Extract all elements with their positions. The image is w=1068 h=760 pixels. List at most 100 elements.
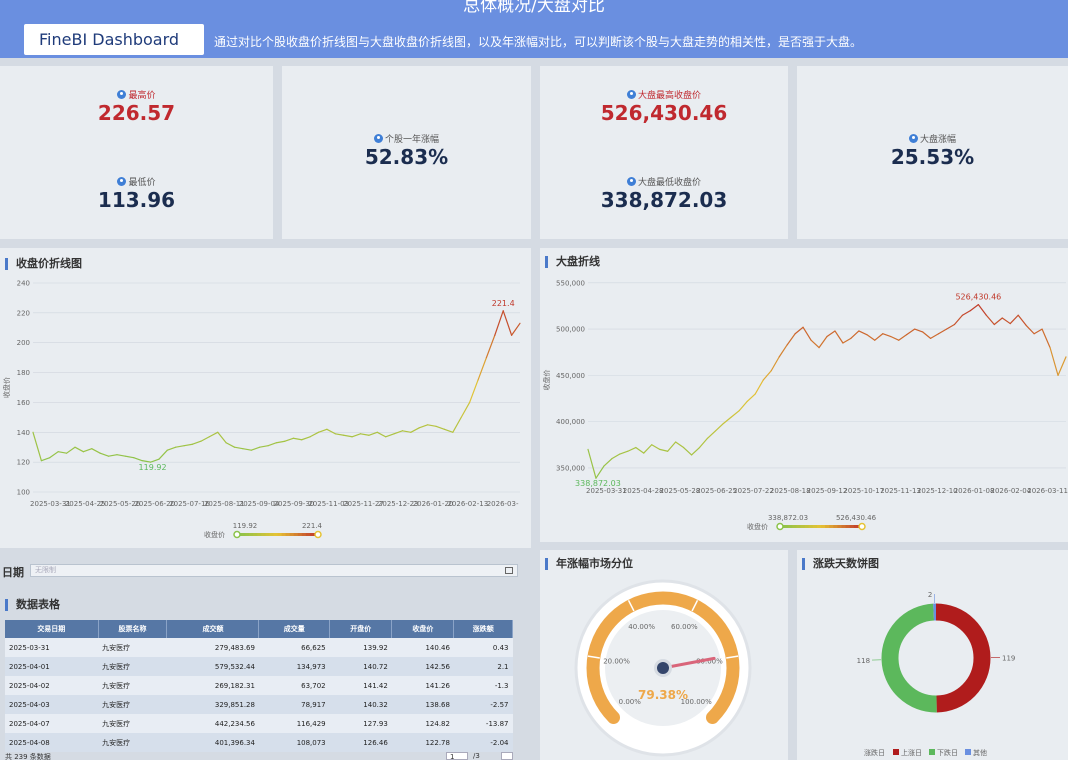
series-line-segment: [267, 442, 278, 447]
table-row[interactable]: 2025-04-01 九安医疗 579,532.44 134,973 140.7…: [5, 657, 513, 676]
legend-gradient-step: [796, 525, 801, 528]
series-line-segment: [1033, 328, 1043, 335]
series-line-segment: [217, 431, 227, 444]
series-line-segment: [667, 441, 677, 452]
table-row[interactable]: 2025-04-02 九安医疗 269,182.31 63,702 141.42…: [5, 676, 513, 695]
series-line-segment: [898, 334, 908, 341]
table-cell: 2.1: [453, 657, 513, 676]
legend-gradient-step: [812, 525, 818, 528]
index-line-chart: 550,000 500,000 450,000 400,000 350,000 2025-…: [542, 279, 1068, 531]
series-line-segment: [842, 337, 852, 344]
table-cell: 2025-04-02: [5, 676, 99, 695]
series-line-segment: [953, 314, 964, 326]
series-line-segment: [141, 460, 152, 463]
column-header[interactable]: 收盘价: [391, 620, 455, 638]
table-cell: 134,973: [258, 657, 330, 676]
donut-title: 涨跌天数饼图: [802, 558, 879, 570]
user-icon: [373, 134, 383, 143]
table-cell: 63,702: [258, 676, 330, 695]
table-cell: 九安医疗: [98, 733, 167, 752]
series-line-segment: [183, 443, 194, 447]
legend-handle-max: [858, 522, 866, 531]
calendar-icon[interactable]: [505, 567, 513, 574]
series-line-segment: [937, 328, 948, 335]
table-cell: 141.26: [391, 676, 454, 695]
min-annotation: 338,872.03: [575, 479, 621, 488]
page-dropdown-button[interactable]: [501, 752, 513, 760]
legend-min-label: 119.92: [233, 522, 258, 530]
column-header[interactable]: 成交额: [166, 620, 260, 638]
series-line-segment: [309, 431, 320, 438]
column-header[interactable]: 涨跌额: [453, 620, 513, 638]
donut-slice: [935, 603, 991, 713]
legend-handle-max: [314, 530, 322, 539]
table-cell: -1.3: [453, 676, 513, 695]
series-line-segment: [91, 448, 101, 454]
series-line-segment: [611, 453, 621, 460]
y-tick-label: 220: [17, 309, 30, 317]
donut-legend-title: 涨跌日: [864, 748, 885, 757]
table-header-row: 交易日期 股票名称 成交额 成交量 开盘价 收盘价 涨跌额: [5, 620, 513, 638]
table-row[interactable]: 2025-03-31 九安医疗 279,483.69 66,625 139.92…: [5, 638, 513, 657]
table-row[interactable]: 2025-04-03 九安医疗 329,851.28 78,917 140.32…: [5, 695, 513, 714]
legend-max-label: 526,430.46: [836, 514, 877, 522]
series-line-segment: [603, 458, 613, 467]
page-input[interactable]: 1: [446, 752, 468, 760]
series-line-segment: [233, 446, 244, 450]
x-tick-label: 2025-07-16: [169, 500, 210, 508]
table-row[interactable]: 2025-04-07 九安医疗 442,234.56 116,429 127.9…: [5, 714, 513, 733]
series-line-segment: [275, 440, 286, 444]
series-line-segment: [762, 370, 772, 381]
brand-label[interactable]: FineBI Dashboard: [24, 24, 204, 55]
series-line-segment: [810, 339, 820, 349]
table-cell: 139.92: [329, 638, 392, 657]
column-header[interactable]: 成交量: [258, 620, 331, 638]
legend-gradient-step: [849, 525, 855, 528]
series-line-segment: [659, 448, 669, 452]
table-cell: 126.46: [329, 733, 392, 752]
x-tick-label: 2025-09-04: [239, 500, 280, 508]
y-tick-label: 450,000: [556, 372, 585, 380]
series-line-segment: [359, 433, 370, 436]
series-line-segment: [116, 454, 126, 457]
table-cell: 142.56: [391, 657, 454, 676]
series-line-segment: [259, 445, 269, 448]
series-line-segment: [452, 416, 462, 433]
series-line-segment: [738, 400, 748, 412]
series-line-segment: [32, 431, 42, 462]
column-header[interactable]: 交易日期: [5, 620, 99, 638]
series-line-segment: [376, 431, 387, 438]
close-price-line-chart: 2402202001801601401201002025-03-312025-0…: [2, 280, 521, 539]
series-line-segment: [1001, 317, 1011, 325]
y-tick-label: 500,000: [556, 326, 585, 334]
column-header[interactable]: 股票名称: [98, 620, 168, 638]
series-line-segment: [485, 334, 496, 359]
series-line-segment: [961, 310, 971, 316]
legend-handle-min: [233, 530, 241, 539]
legend-gradient-step: [821, 525, 826, 528]
min-annotation: 119.92: [139, 463, 167, 472]
series-line-segment: [906, 328, 916, 336]
kpi-card-price-range: 最高价 226.57 最低价 113.96: [0, 66, 273, 239]
index-change-label: 大盘涨幅: [797, 132, 1068, 145]
y-tick-label: 140: [17, 429, 30, 437]
table-row[interactable]: 2025-04-08 九安医疗 401,396.34 108,073 126.4…: [5, 733, 513, 752]
column-header[interactable]: 开盘价: [329, 620, 393, 638]
date-filter-input[interactable]: 无限制: [30, 564, 518, 577]
series-line-segment: [435, 425, 446, 430]
table-cell: 442,234.56: [166, 714, 259, 733]
y-tick-label: 200: [17, 339, 30, 347]
row-count: 共 239 条数据: [5, 753, 51, 760]
series-line-segment: [250, 446, 261, 451]
series-line-segment: [890, 335, 900, 341]
legend-gradient-step: [273, 533, 278, 536]
table-cell: 0.43: [453, 638, 513, 657]
donut-legend-label: 上涨日: [901, 748, 922, 757]
legend-gradient-step: [277, 533, 283, 536]
legend-gradient-step: [305, 533, 311, 536]
table-cell: 127.93: [329, 714, 392, 733]
header-bar: 总体概况/大盘对比 FineBI Dashboard 通过对比个股收盘价折线图与…: [0, 0, 1068, 58]
table-cell: 401,396.34: [166, 733, 259, 752]
series-line-segment: [778, 344, 788, 358]
legend-gradient-step: [825, 525, 830, 528]
